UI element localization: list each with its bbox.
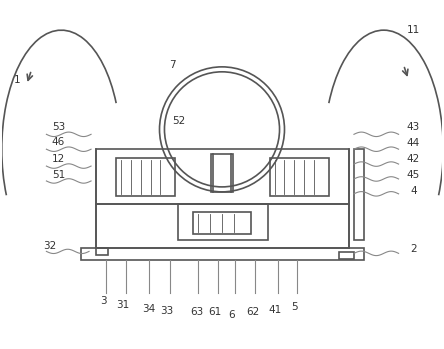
Bar bbox=[96, 149, 349, 204]
Bar bbox=[270, 158, 329, 196]
Text: 11: 11 bbox=[407, 25, 420, 35]
Text: 62: 62 bbox=[246, 307, 259, 317]
Text: 63: 63 bbox=[190, 307, 204, 317]
Text: 32: 32 bbox=[43, 242, 56, 251]
Text: 52: 52 bbox=[172, 117, 185, 126]
Bar bbox=[96, 204, 349, 248]
Text: 5: 5 bbox=[291, 302, 298, 312]
Bar bbox=[81, 248, 364, 260]
Text: 31: 31 bbox=[116, 300, 129, 310]
Text: 44: 44 bbox=[407, 138, 420, 148]
Text: 53: 53 bbox=[52, 122, 65, 132]
Text: 12: 12 bbox=[52, 154, 65, 164]
Text: 33: 33 bbox=[160, 306, 173, 316]
Text: 3: 3 bbox=[101, 296, 107, 306]
Text: 46: 46 bbox=[52, 137, 65, 147]
Text: 42: 42 bbox=[407, 154, 420, 164]
Bar bbox=[339, 252, 354, 259]
Bar bbox=[96, 248, 108, 255]
Text: 43: 43 bbox=[407, 122, 420, 132]
Text: 51: 51 bbox=[52, 170, 65, 180]
Text: 45: 45 bbox=[407, 170, 420, 180]
Text: 2: 2 bbox=[410, 244, 417, 254]
Bar bbox=[354, 149, 364, 240]
Bar bbox=[178, 204, 268, 240]
Text: 41: 41 bbox=[268, 305, 281, 315]
Text: 1: 1 bbox=[13, 75, 20, 85]
Text: 7: 7 bbox=[169, 60, 176, 70]
Text: 6: 6 bbox=[229, 310, 235, 320]
Bar bbox=[116, 158, 175, 196]
Bar bbox=[211, 154, 233, 192]
Text: 34: 34 bbox=[142, 304, 155, 314]
Bar bbox=[193, 212, 251, 233]
Text: 4: 4 bbox=[410, 186, 417, 196]
Text: 61: 61 bbox=[208, 307, 222, 317]
